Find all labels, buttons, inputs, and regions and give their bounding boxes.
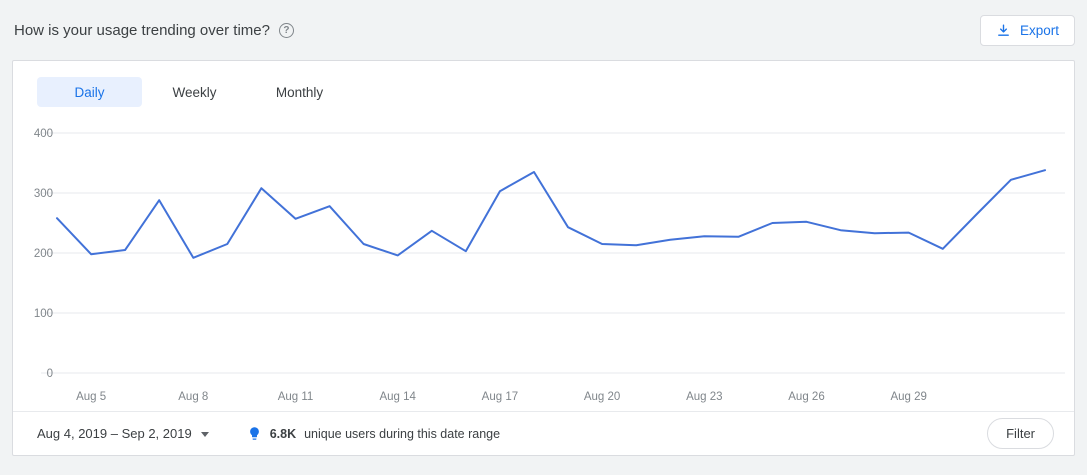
download-icon — [996, 23, 1011, 38]
insight-text: unique users during this date range — [304, 426, 501, 441]
svg-text:Aug 29: Aug 29 — [890, 391, 926, 403]
help-icon[interactable]: ? — [278, 22, 294, 38]
title-group: How is your usage trending over time? ? — [14, 22, 294, 39]
svg-text:Aug 26: Aug 26 — [788, 391, 824, 403]
card-footer: Aug 4, 2019 – Sep 2, 2019 6.8K unique us… — [13, 411, 1074, 455]
export-button[interactable]: Export — [979, 14, 1075, 46]
tab-weekly[interactable]: Weekly — [142, 77, 247, 107]
svg-text:200: 200 — [34, 248, 53, 260]
tab-monthly-label: Monthly — [275, 84, 324, 100]
export-label: Export — [1019, 22, 1059, 38]
svg-text:Aug 20: Aug 20 — [584, 391, 620, 403]
usage-line-chart: 0 100 200 300 400 Aug 5 Aug 8 Aug 11 Aug 14 Aug 1… — [13, 115, 1074, 411]
svg-text:Aug 8: Aug 8 — [178, 391, 208, 403]
svg-text:Aug 11: Aug 11 — [278, 391, 314, 403]
granularity-tabs: Daily Weekly Monthly — [13, 61, 1074, 107]
page-title: How is your usage trending over time? — [14, 21, 270, 39]
svg-text:Aug 14: Aug 14 — [379, 391, 416, 403]
svg-text:100: 100 — [34, 308, 53, 320]
svg-text:Aug 23: Aug 23 — [686, 391, 722, 403]
svg-text:400: 400 — [34, 128, 53, 140]
tab-weekly-label: Weekly — [172, 84, 217, 100]
usage-card: Daily Weekly Monthly 0 100 200 300 400 Aug 5 A… — [12, 60, 1075, 456]
filter-button[interactable]: Filter — [987, 418, 1054, 449]
date-range-label: Aug 4, 2019 – Sep 2, 2019 — [37, 426, 192, 441]
insight-note: 6.8K unique users during this date range — [247, 426, 500, 441]
svg-text:Aug 17: Aug 17 — [482, 391, 518, 403]
header-bar: How is your usage trending over time? ? … — [0, 0, 1087, 60]
chevron-down-icon — [200, 432, 209, 437]
svg-text:300: 300 — [34, 188, 53, 200]
svg-text:Aug 5: Aug 5 — [76, 391, 106, 403]
lightbulb-icon — [247, 426, 262, 441]
tab-monthly[interactable]: Monthly — [247, 77, 352, 107]
tab-daily[interactable]: Daily — [37, 77, 142, 107]
tab-daily-label: Daily — [74, 84, 105, 100]
line-chart-svg: 0 100 200 300 400 Aug 5 Aug 8 Aug 11 Aug 14 Aug 1… — [34, 128, 1065, 403]
svg-text:0: 0 — [47, 368, 53, 380]
insight-value: 6.8K — [269, 426, 297, 441]
date-range-selector[interactable]: Aug 4, 2019 – Sep 2, 2019 — [37, 426, 209, 441]
